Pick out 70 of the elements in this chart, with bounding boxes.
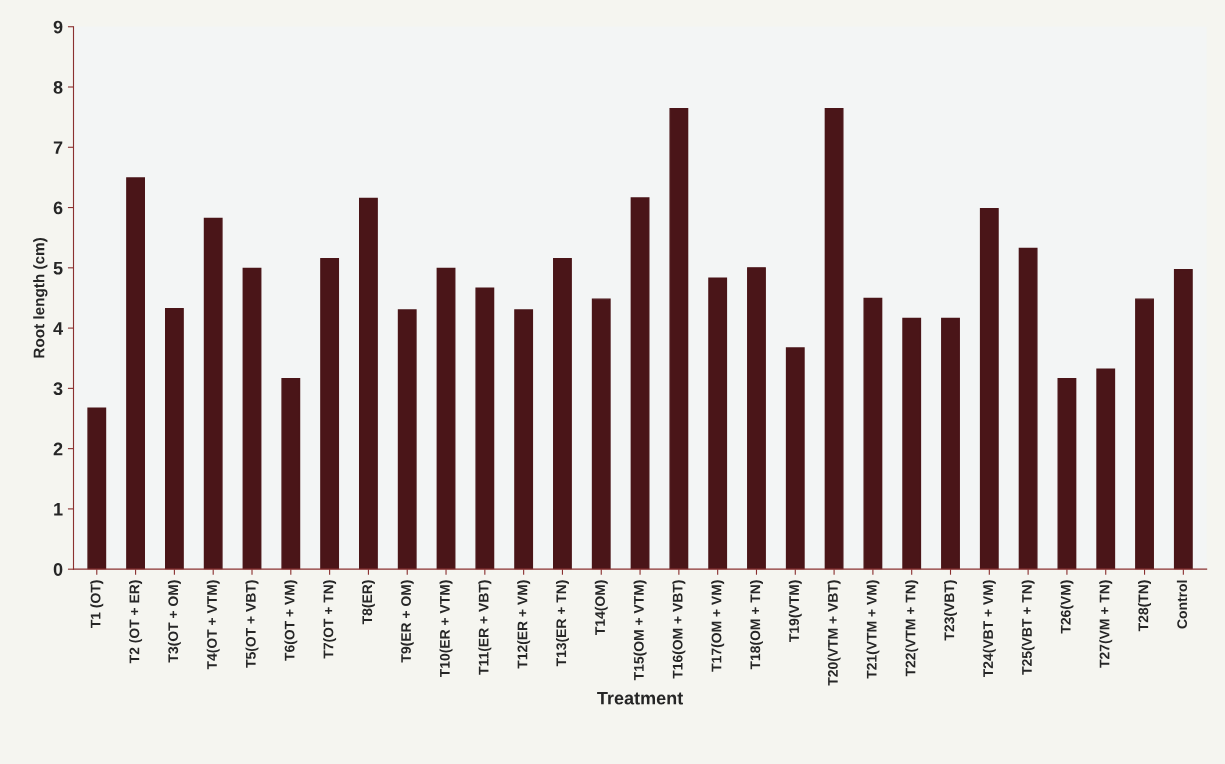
x-tick-label: T12(ER + VM) <box>517 580 531 669</box>
bar <box>1018 247 1038 570</box>
bar <box>1135 298 1154 570</box>
x-tick-label: Control <box>1176 580 1188 629</box>
bar <box>514 309 534 570</box>
y-tick-label: 6 <box>53 201 63 215</box>
x-tick-label: T20(VTM + VBT) <box>827 580 841 686</box>
bar <box>475 287 495 570</box>
x-tick-label: T5(OT + VBT) <box>245 580 259 668</box>
bar <box>785 347 805 570</box>
x-tick-label: T27(VM + TN) <box>1099 580 1113 668</box>
x-tick-label: T15(OM + VTM) <box>633 580 647 681</box>
x-tick-label: T23(VBT) <box>944 580 957 641</box>
y-tick-label: 9 <box>53 20 63 34</box>
y-tick-label: 4 <box>53 322 63 335</box>
bar <box>824 108 844 570</box>
y-tick-label: 8 <box>53 80 63 94</box>
x-tick-label: T28(TN) <box>1138 580 1152 632</box>
x-tick-label: T1 (OT) <box>90 580 104 629</box>
bar <box>708 277 728 570</box>
bar <box>281 378 301 570</box>
bar <box>1096 368 1116 570</box>
bar <box>358 197 378 570</box>
y-tick-label: 5 <box>53 261 63 275</box>
x-tick-label: T21(VTM + VM) <box>866 580 880 679</box>
bar <box>669 108 689 570</box>
x-tick-label: T19(VTM) <box>788 580 802 642</box>
bar <box>242 267 262 570</box>
bar <box>1057 378 1077 570</box>
x-tick-label: T18(OM + TN) <box>750 580 763 670</box>
bar <box>203 217 223 570</box>
y-tick-label: 3 <box>53 382 63 396</box>
x-tick-label: T2 (OT + ER) <box>129 580 143 664</box>
bar <box>902 317 922 570</box>
bar <box>87 407 107 570</box>
bar <box>863 297 883 570</box>
x-tick-label: T11(ER + VBT) <box>478 580 492 675</box>
x-tick-label: T13(ER + TN) <box>555 580 569 667</box>
bar <box>591 298 611 570</box>
x-tick-label: T3(OT + OM) <box>167 580 181 663</box>
x-tick-label: T14(OM) <box>594 580 608 635</box>
x-tick-label: T7(OT + TN) <box>323 580 337 659</box>
bar <box>941 317 960 570</box>
x-tick-label: T4(OT + VTM) <box>206 580 220 670</box>
y-axis-title: Root length (cm) <box>33 238 48 358</box>
x-tick-label: T17(OM + VM) <box>711 580 725 672</box>
x-tick-label: T9(ER + OM) <box>400 580 414 663</box>
x-tick-label: T25(VBT + TN) <box>1021 580 1035 675</box>
y-tick-label: 0 <box>53 563 63 576</box>
x-tick-label: T16(OM + VBT) <box>672 580 686 679</box>
x-tick-label: T24(VBT + VM) <box>982 580 996 678</box>
bar <box>747 267 766 570</box>
bar <box>553 258 572 570</box>
bar <box>979 208 999 570</box>
y-tick-label: 2 <box>53 442 63 456</box>
x-tick-label: T6(OT + VM) <box>284 580 298 661</box>
bar <box>320 258 340 570</box>
x-tick-label: T10(ER + VTM) <box>439 580 453 678</box>
bar <box>436 267 456 570</box>
y-tick-label: 7 <box>53 141 63 154</box>
x-tick-label: T8(ER) <box>361 580 375 625</box>
bar <box>397 309 417 570</box>
bar <box>1173 268 1193 570</box>
x-tick-label: T26(VM) <box>1060 580 1074 634</box>
y-tick-label: 1 <box>54 503 63 516</box>
x-tick-label: T22(VTM + TN) <box>905 580 919 677</box>
bar <box>126 177 146 570</box>
bar <box>630 197 650 570</box>
bar <box>164 308 184 570</box>
x-axis-title: Treatment <box>597 691 683 705</box>
